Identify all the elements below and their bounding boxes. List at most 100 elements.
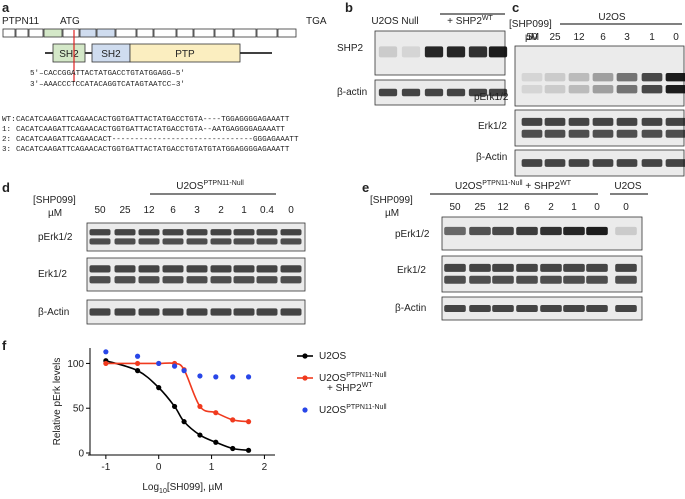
blot-band [544, 117, 566, 126]
blot-band [233, 265, 255, 273]
data-point [156, 385, 162, 391]
blot-band [378, 88, 398, 97]
blot-band [256, 265, 278, 273]
blot-band [468, 46, 488, 58]
data-point [181, 419, 187, 425]
data-point [134, 360, 141, 367]
text-part: U2OS [614, 181, 642, 192]
blot-band [89, 308, 111, 316]
dose-label: [SHP099] [33, 195, 76, 206]
text-part: PTPN11-Null [203, 180, 244, 187]
text-part: Log [142, 482, 159, 493]
panel-letter: d [2, 180, 10, 195]
blot-band [210, 308, 232, 316]
row-label: SHP2 [337, 43, 364, 54]
blot-band [616, 159, 638, 167]
text-part: + SHP2 [327, 383, 362, 394]
row-label: β-actin [337, 87, 367, 98]
allele-sequence: CACATCAAGATTCAGAACACTGGTGATTACTATGACCTGT… [16, 126, 285, 134]
domain-box [52, 43, 86, 63]
blot-band [615, 275, 637, 284]
text-part: PTPN11-Null [346, 372, 387, 379]
exon [2, 28, 16, 38]
text-part: U2OS [176, 181, 204, 192]
dose: 0.4 [260, 205, 274, 216]
dose: 2 [218, 205, 224, 216]
x-tick-label: 0 [156, 462, 162, 473]
blot-band [162, 265, 184, 273]
panel-letter: b [345, 0, 353, 15]
blot-background [86, 222, 306, 252]
data-point [230, 374, 236, 380]
allele-sequence: CACATCAAGATTCAGAACACTGGTGATTACTATGACCTGT… [16, 116, 290, 124]
exon [136, 28, 154, 38]
start-codon: ATG [60, 16, 80, 27]
blot-band [210, 265, 232, 273]
allele-sequence: CACATCAAGATTCAGAACACTGGTGATTACTATGACCTGT… [16, 146, 290, 154]
exon [214, 28, 234, 38]
dose: 0 [288, 205, 294, 216]
allele-sequence: CACATCAAGATTCAGAACACT-------------------… [16, 136, 299, 144]
blot-band [563, 226, 585, 236]
text-part: PTPN11-Null [482, 180, 523, 187]
blot-band [89, 265, 111, 273]
exon [96, 28, 116, 38]
text-part: WT [560, 180, 572, 187]
blot-background [441, 255, 643, 293]
blot-band [233, 308, 255, 316]
blot-band [592, 73, 614, 82]
blot-band [378, 46, 398, 58]
blot-band [568, 85, 590, 94]
blot-band [210, 276, 232, 284]
exon [153, 28, 177, 38]
data-point [213, 374, 219, 380]
blot-band [516, 275, 538, 284]
row-label: β-Actin [395, 303, 426, 314]
blot-band [615, 263, 637, 272]
lane-group: U2OS [614, 181, 642, 192]
text-part: + SHP2 [523, 181, 561, 192]
data-point [245, 447, 252, 453]
blot-band [186, 276, 208, 284]
text-part: [SH099], µM [167, 482, 223, 493]
x-tick-label: 1 [209, 462, 215, 473]
row-label: Erk1/2 [478, 121, 507, 132]
blot-background [514, 109, 685, 147]
blot-band [516, 263, 538, 272]
blot-band [521, 117, 543, 126]
blot-band [521, 129, 543, 138]
blot-band [492, 275, 514, 284]
lane-group: + SHP2WT [447, 15, 493, 27]
blot-band [616, 85, 638, 94]
dose: 6 [170, 205, 176, 216]
blot-band [162, 308, 184, 316]
dose: 0 [673, 32, 679, 43]
exon [15, 28, 29, 38]
dose: 12 [143, 205, 155, 216]
blot-band [521, 73, 543, 82]
blot-band [540, 226, 562, 236]
blot-band [444, 263, 466, 272]
blot-band [444, 275, 466, 284]
dose: 12 [573, 32, 585, 43]
guide-sequence: 5′–CACCGGATTACTATGACCTGTATGGAGG–5′ [30, 70, 185, 78]
row-label: pErk1/2 [38, 232, 73, 243]
blot-band [89, 238, 111, 245]
row-label: β-Actin [476, 152, 507, 163]
text-part: WT [362, 382, 374, 389]
exon [79, 28, 97, 38]
x-axis-label: Log10[SH099], µM [142, 482, 222, 495]
blot-band [469, 226, 491, 236]
dose: 6 [600, 32, 606, 43]
blot-band [401, 88, 421, 97]
dose: 50 [449, 202, 461, 213]
blot-band [488, 46, 508, 58]
blot-band [444, 226, 466, 236]
dose: 0 [623, 202, 629, 213]
blot-band [616, 129, 638, 138]
allele-label: WT: [2, 116, 16, 124]
data-point [197, 403, 203, 410]
blot-band [568, 73, 590, 82]
blot-band [544, 85, 566, 94]
